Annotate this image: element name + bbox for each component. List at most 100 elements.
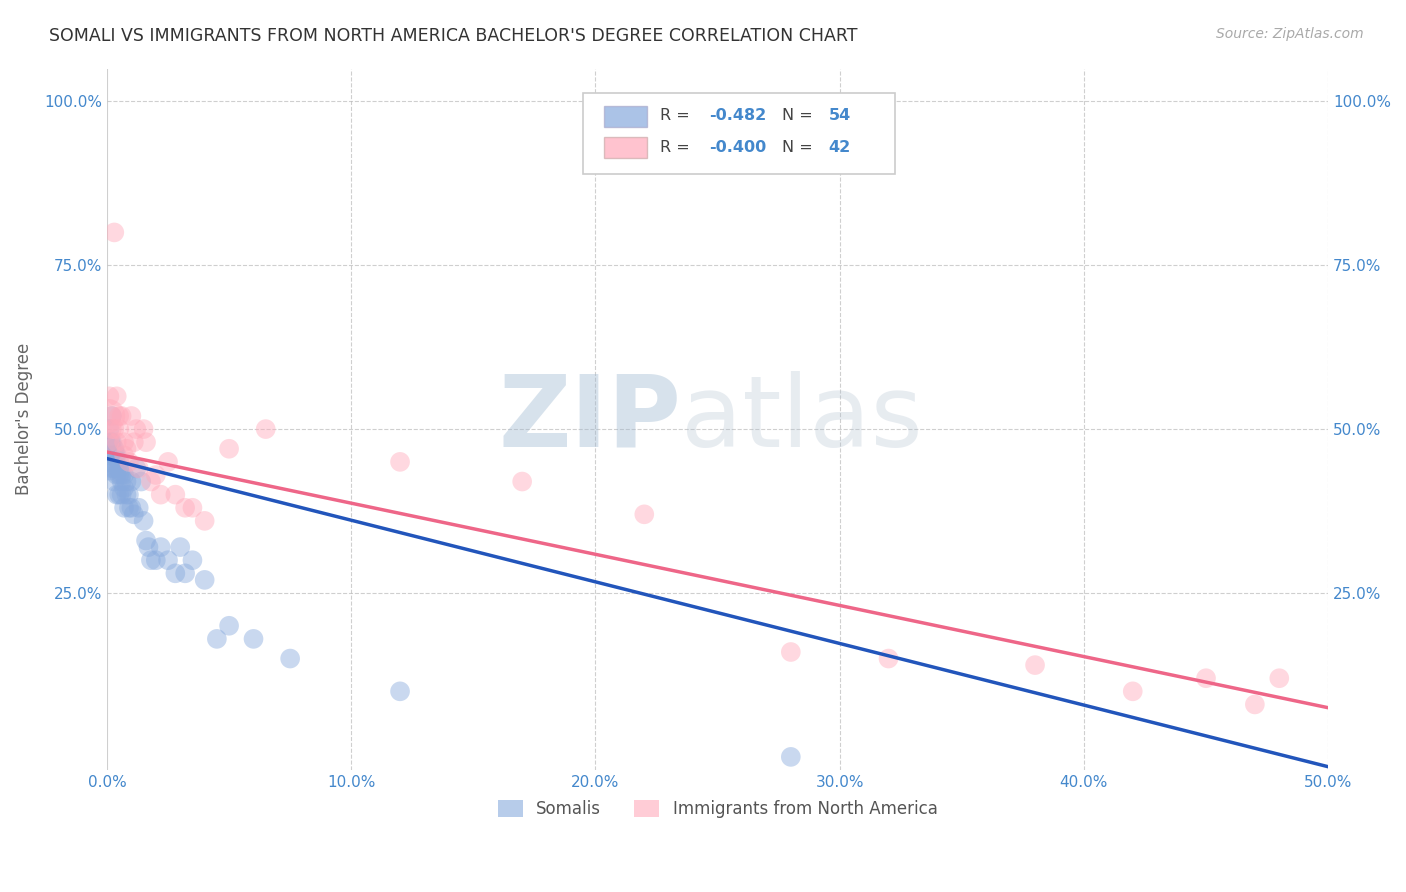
Point xyxy=(111,409,134,423)
Text: SOMALI VS IMMIGRANTS FROM NORTH AMERICA BACHELOR'S DEGREE CORRELATION CHART: SOMALI VS IMMIGRANTS FROM NORTH AMERICA … xyxy=(49,27,858,45)
Point xyxy=(633,508,655,522)
Point xyxy=(149,488,172,502)
Point xyxy=(157,455,180,469)
Point xyxy=(125,461,148,475)
Point xyxy=(139,553,162,567)
Point xyxy=(115,442,138,456)
Point xyxy=(101,422,124,436)
Legend: Somalis, Immigrants from North America: Somalis, Immigrants from North America xyxy=(491,793,945,825)
Text: 42: 42 xyxy=(828,139,851,154)
Text: R =: R = xyxy=(661,108,695,123)
Point xyxy=(112,448,135,462)
FancyBboxPatch shape xyxy=(583,93,894,174)
Point xyxy=(218,442,240,456)
Point xyxy=(181,553,204,567)
Point xyxy=(779,750,801,764)
Point xyxy=(105,389,128,403)
Point xyxy=(98,435,121,450)
Point xyxy=(122,435,145,450)
Point xyxy=(118,455,141,469)
Point xyxy=(779,645,801,659)
Point xyxy=(218,619,240,633)
Point xyxy=(112,435,135,450)
Point xyxy=(103,422,125,436)
Text: N =: N = xyxy=(782,139,818,154)
Point xyxy=(174,500,197,515)
Point xyxy=(132,422,155,436)
Point xyxy=(194,573,217,587)
Text: R =: R = xyxy=(661,139,695,154)
Point xyxy=(108,422,131,436)
Point xyxy=(111,475,134,489)
Point xyxy=(128,500,150,515)
Point xyxy=(278,651,301,665)
Point xyxy=(510,475,533,489)
Point xyxy=(135,435,157,450)
Point xyxy=(1195,671,1218,685)
Point xyxy=(115,488,138,502)
Point xyxy=(108,409,131,423)
Point xyxy=(242,632,264,646)
Point xyxy=(103,475,125,489)
Point xyxy=(118,488,141,502)
Point xyxy=(103,442,125,456)
Point xyxy=(118,500,141,515)
Point xyxy=(108,461,131,475)
Bar xyxy=(605,136,647,158)
Point xyxy=(108,455,131,469)
Point xyxy=(111,467,134,482)
Point xyxy=(128,461,150,475)
Point xyxy=(97,409,120,423)
Point xyxy=(101,461,124,475)
Point xyxy=(112,500,135,515)
Point xyxy=(145,553,167,567)
Point xyxy=(1244,698,1267,712)
Point xyxy=(169,540,191,554)
Point xyxy=(103,226,125,240)
Point xyxy=(108,488,131,502)
Point xyxy=(1122,684,1144,698)
Point xyxy=(149,540,172,554)
Point xyxy=(105,488,128,502)
Point xyxy=(1268,671,1291,685)
Point xyxy=(105,448,128,462)
Point xyxy=(105,435,128,450)
Point xyxy=(108,467,131,482)
Point xyxy=(877,651,900,665)
Point xyxy=(254,422,277,436)
Point xyxy=(139,475,162,489)
Text: Source: ZipAtlas.com: Source: ZipAtlas.com xyxy=(1216,27,1364,41)
Point xyxy=(101,409,124,423)
Point xyxy=(111,488,134,502)
Text: N =: N = xyxy=(782,108,818,123)
Point xyxy=(125,422,148,436)
Point xyxy=(174,566,197,581)
Point xyxy=(138,540,160,554)
Point xyxy=(98,389,121,403)
Point xyxy=(101,409,124,423)
Point xyxy=(112,481,135,495)
Point xyxy=(165,488,187,502)
Point xyxy=(165,566,187,581)
Point xyxy=(105,467,128,482)
Point xyxy=(132,514,155,528)
Point xyxy=(194,514,217,528)
Point xyxy=(105,461,128,475)
Point xyxy=(101,435,124,450)
Point xyxy=(389,455,412,469)
Point xyxy=(122,508,145,522)
Point xyxy=(129,475,152,489)
Point xyxy=(97,448,120,462)
Point xyxy=(98,448,121,462)
Point xyxy=(120,409,142,423)
Point xyxy=(103,461,125,475)
Point xyxy=(135,533,157,548)
Point xyxy=(1024,658,1046,673)
Point xyxy=(115,475,138,489)
Point xyxy=(112,467,135,482)
Point xyxy=(157,553,180,567)
Text: 54: 54 xyxy=(828,108,851,123)
Point xyxy=(103,448,125,462)
Point xyxy=(100,435,122,450)
Text: atlas: atlas xyxy=(681,371,922,467)
